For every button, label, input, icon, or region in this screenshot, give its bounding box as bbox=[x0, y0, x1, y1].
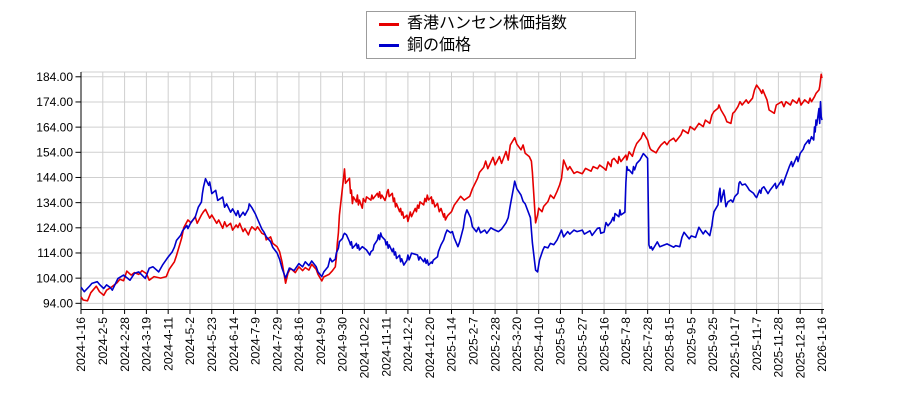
x-tick-label: 2025-3-20 bbox=[510, 317, 524, 372]
x-tick-label: 2026-1-16 bbox=[815, 317, 829, 372]
x-tick-label: 2024-3-19 bbox=[140, 317, 154, 372]
series-line-hangseng bbox=[80, 73, 823, 302]
x-tick-label: 2024-8-16 bbox=[292, 317, 306, 372]
x-tick-label: 2024-10-22 bbox=[358, 317, 372, 379]
x-tick-label: 2025-9-25 bbox=[706, 317, 720, 372]
x-tick-label: 2024-12-2 bbox=[401, 317, 415, 372]
x-tick-label: 2025-6-16 bbox=[597, 317, 611, 372]
y-tick-label: 114.00 bbox=[37, 246, 73, 260]
x-tick-label: 2024-11-11 bbox=[379, 317, 393, 377]
y-tick-label: 94.00 bbox=[43, 297, 73, 311]
y-tick-label: 134.00 bbox=[36, 196, 73, 210]
x-tick-label: 2025-1-14 bbox=[445, 317, 459, 372]
x-tick-label: 2025-2-7 bbox=[466, 317, 480, 365]
x-tick-label: 2025-8-15 bbox=[663, 317, 677, 372]
x-tick-label: 2025-11-7 bbox=[750, 317, 764, 371]
x-tick-label: 2025-10-17 bbox=[728, 317, 742, 379]
y-tick-label: 164.00 bbox=[36, 120, 73, 134]
legend-line-sample-hangseng-icon bbox=[379, 22, 399, 26]
x-tick-label: 2025-9-5 bbox=[684, 317, 698, 365]
x-tick-label: 2024-5-23 bbox=[205, 317, 219, 372]
y-tick-label: 104.00 bbox=[36, 271, 73, 285]
legend-item-hangseng: 香港ハンセン株価指数 bbox=[379, 14, 623, 33]
x-tick-label: 2024-9-9 bbox=[314, 317, 328, 365]
x-tick-label: 2025-7-8 bbox=[619, 317, 633, 365]
legend-label-hangseng: 香港ハンセン株価指数 bbox=[407, 14, 568, 32]
y-tick-label: 174.00 bbox=[36, 95, 73, 109]
gridlines bbox=[80, 71, 823, 310]
x-tick-label: 2025-5-6 bbox=[554, 317, 568, 365]
y-tick-label: 144.00 bbox=[36, 171, 73, 185]
legend-label-copper: 銅の価格 bbox=[407, 36, 472, 54]
x-tick-label: 2024-2-5 bbox=[96, 317, 110, 365]
y-tick-label: 184.00 bbox=[36, 70, 73, 84]
y-tick-labels: 94.00 104.00 114.00 124.00 134.00 144.00 154.0… bbox=[36, 70, 73, 311]
axes bbox=[75, 72, 824, 314]
x-tick-labels: 2024-1-16 2024-2-5 2024-2-28 2024-3-19 2024-… bbox=[74, 317, 829, 379]
x-tick-label: 2024-1-16 bbox=[74, 317, 88, 372]
x-tick-label: 2024-6-14 bbox=[227, 317, 241, 372]
x-tick-label: 2025-12-18 bbox=[793, 317, 807, 379]
legend-item-copper: 銅の価格 bbox=[379, 36, 623, 55]
x-tick-label: 2025-11-28 bbox=[772, 317, 786, 378]
x-tick-label: 2025-7-28 bbox=[641, 317, 655, 372]
x-tick-label: 2025-4-10 bbox=[532, 317, 546, 372]
legend: 香港ハンセン株価指数 銅の価格 bbox=[366, 11, 636, 59]
x-tick-label: 2024-9-30 bbox=[336, 317, 350, 372]
x-tick-label: 2024-2-28 bbox=[118, 317, 132, 372]
y-tick-label: 124.00 bbox=[36, 221, 73, 235]
x-tick-label: 2024-7-29 bbox=[270, 317, 284, 372]
x-tick-label: 2024-7-9 bbox=[249, 317, 263, 365]
x-tick-label: 2025-5-27 bbox=[575, 317, 589, 372]
legend-line-sample-copper-icon bbox=[379, 44, 399, 48]
x-tick-label: 2024-5-2 bbox=[183, 317, 197, 365]
x-tick-label: 2025-2-28 bbox=[488, 317, 502, 372]
x-tick-label: 2024-12-20 bbox=[423, 317, 437, 379]
x-tick-label: 2024-4-11 bbox=[161, 317, 175, 371]
y-tick-label: 154.00 bbox=[36, 146, 73, 160]
series-line-copper bbox=[80, 100, 823, 293]
